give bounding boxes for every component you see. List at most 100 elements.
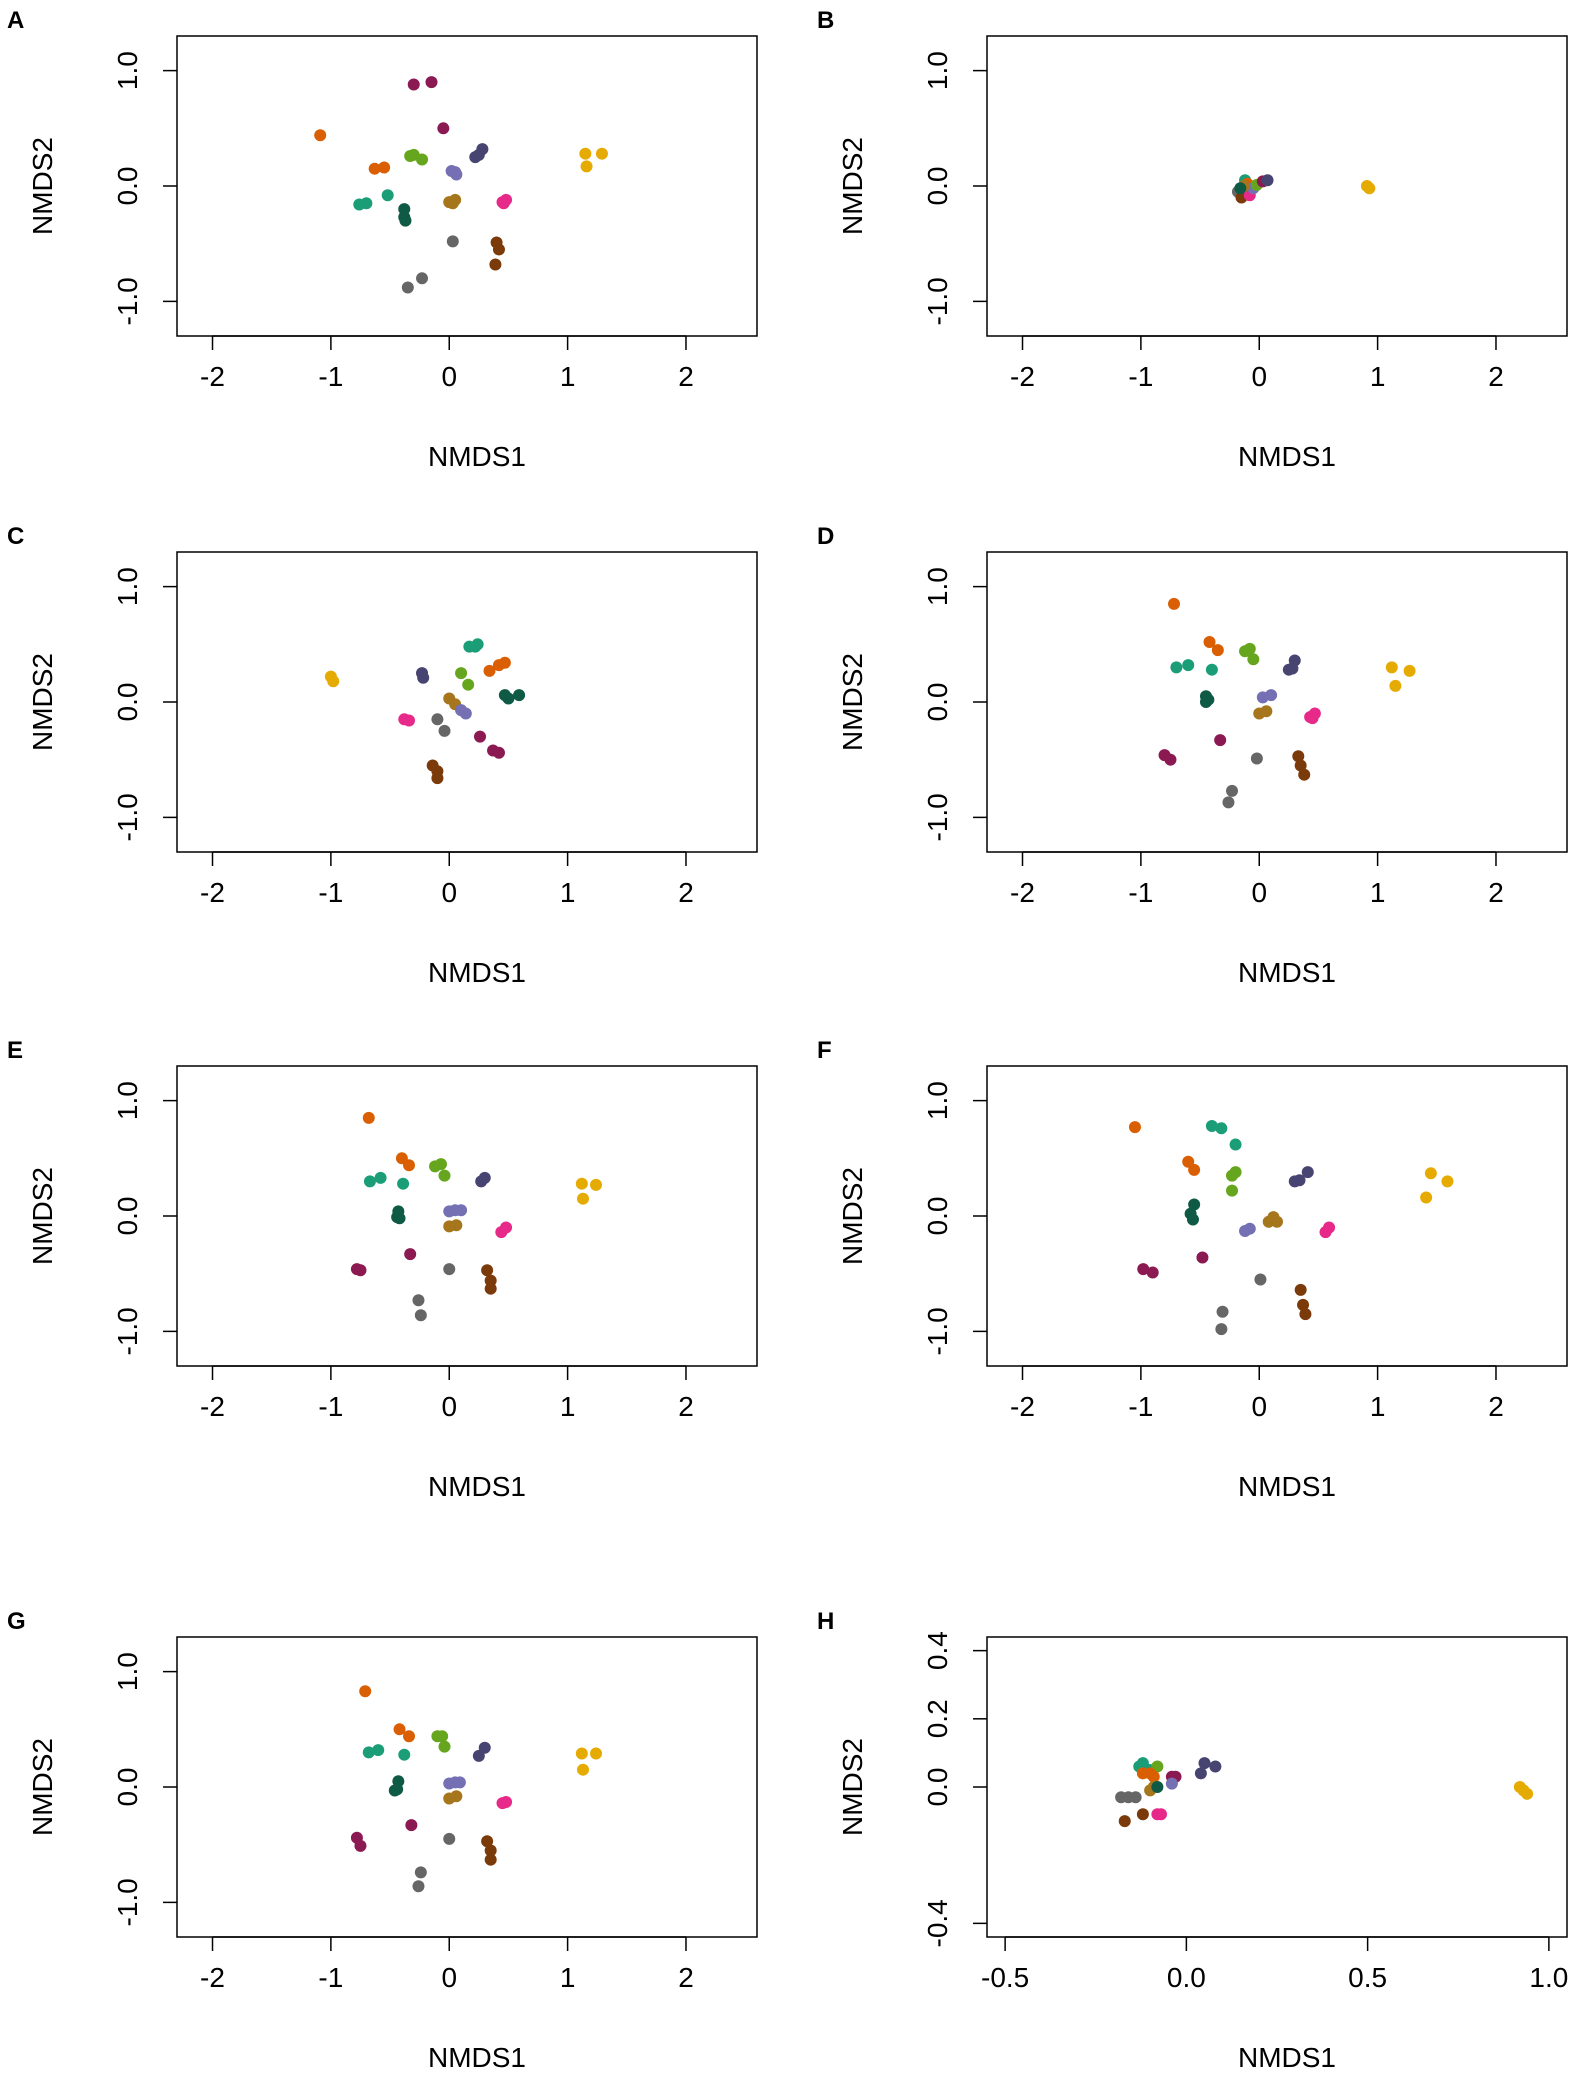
data-point bbox=[575, 1747, 588, 1760]
y-tick-label: 1.0 bbox=[112, 51, 143, 90]
y-tick-label: 0.0 bbox=[922, 167, 953, 206]
panel-a: A -2 -1 0 1 2 -1.0 0.0 1.0 NMDS1 NMDS2 bbox=[7, 7, 758, 472]
data-point bbox=[462, 678, 475, 691]
y-axis-title: NMDS2 bbox=[27, 1738, 58, 1836]
data-point bbox=[580, 160, 593, 173]
data-point bbox=[483, 664, 496, 677]
data-point bbox=[399, 214, 412, 227]
points-a bbox=[314, 76, 608, 294]
data-point bbox=[1215, 1122, 1228, 1135]
y-tick-label: 1.0 bbox=[112, 1081, 143, 1120]
data-point bbox=[1403, 664, 1416, 677]
data-point bbox=[1229, 1138, 1242, 1151]
x-tick-label: 1 bbox=[560, 361, 576, 392]
x-tick-label: 0 bbox=[1251, 361, 1267, 392]
x-tick-label: -2 bbox=[200, 1962, 225, 1993]
data-point bbox=[484, 1853, 497, 1866]
data-point bbox=[502, 692, 515, 705]
y-axis-title: NMDS2 bbox=[27, 653, 58, 751]
data-point bbox=[1260, 705, 1273, 718]
data-point bbox=[478, 1741, 491, 1754]
y-tick-label: 0.0 bbox=[922, 1768, 953, 1807]
y-tick-label: 0.2 bbox=[922, 1699, 953, 1738]
data-point bbox=[397, 1177, 410, 1190]
data-point bbox=[590, 1747, 603, 1760]
data-point bbox=[1146, 1266, 1159, 1279]
x-axis-title: NMDS1 bbox=[428, 1471, 526, 1502]
plot-frame bbox=[176, 551, 758, 853]
data-point bbox=[412, 1294, 425, 1307]
panel-letter-c: C bbox=[7, 523, 24, 550]
data-point bbox=[436, 1730, 449, 1743]
x-tick-label: 2 bbox=[1488, 1391, 1504, 1422]
data-point bbox=[417, 671, 430, 684]
data-point bbox=[1129, 1791, 1142, 1804]
data-point bbox=[1155, 1808, 1167, 1821]
data-point bbox=[1517, 1784, 1530, 1797]
data-point bbox=[381, 189, 394, 202]
data-point bbox=[459, 707, 472, 720]
y-tick-label: 0.0 bbox=[112, 1197, 143, 1236]
data-point bbox=[1137, 1263, 1150, 1276]
data-point bbox=[1205, 1120, 1218, 1132]
data-point bbox=[1243, 1222, 1256, 1235]
x-tick-label: 2 bbox=[1488, 877, 1504, 908]
data-point bbox=[431, 772, 444, 785]
data-point bbox=[577, 1192, 589, 1205]
data-point bbox=[1214, 734, 1227, 747]
data-point bbox=[368, 162, 381, 175]
y-tick-label: 0.4 bbox=[922, 1631, 953, 1670]
y-tick-label: -1.0 bbox=[112, 793, 143, 841]
data-point bbox=[577, 1763, 589, 1776]
x-tick-label: -2 bbox=[200, 361, 225, 392]
panel-e: E -2 -1 0 1 2 -1.0 0.0 1.0 NMDS1 NMDS2 bbox=[7, 1037, 758, 1502]
data-point bbox=[1222, 796, 1235, 809]
data-point bbox=[1247, 653, 1260, 666]
data-point bbox=[354, 1264, 367, 1277]
x-tick-label: 1 bbox=[1370, 361, 1386, 392]
data-point bbox=[481, 1264, 494, 1277]
data-point bbox=[1203, 636, 1216, 648]
x-tick-label: 1 bbox=[1370, 1391, 1386, 1422]
y-axis-title: NMDS2 bbox=[837, 1738, 868, 1836]
x-axis-title: NMDS1 bbox=[1238, 957, 1336, 988]
points-d bbox=[1158, 597, 1416, 809]
y-tick-label: 0.0 bbox=[112, 167, 143, 206]
data-point bbox=[590, 1178, 603, 1191]
y-axis-title: NMDS2 bbox=[27, 1167, 58, 1265]
panel-c: C -2 -1 0 1 2 -1.0 0.0 1.0 NMDS1 NMDS2 bbox=[7, 523, 758, 988]
y-axis-title: NMDS2 bbox=[837, 653, 868, 751]
x-axis-title: NMDS1 bbox=[1238, 441, 1336, 472]
data-point bbox=[362, 1111, 375, 1124]
data-point bbox=[1385, 661, 1398, 674]
data-point bbox=[450, 1219, 463, 1232]
x-tick-label: -2 bbox=[200, 1391, 225, 1422]
x-tick-label: 0.5 bbox=[1348, 1962, 1387, 1993]
y-tick-label: -1.0 bbox=[112, 277, 143, 325]
data-point bbox=[327, 675, 340, 688]
data-point bbox=[484, 1282, 497, 1295]
y-tick-label: 1.0 bbox=[112, 567, 143, 606]
y-tick-label: 0.0 bbox=[112, 683, 143, 722]
x-tick-label: 1 bbox=[560, 1391, 576, 1422]
data-point bbox=[1118, 1815, 1131, 1828]
x-tick-label: 0.0 bbox=[1167, 1962, 1206, 1993]
data-point bbox=[478, 1171, 491, 1184]
points-e bbox=[350, 1111, 603, 1322]
data-point bbox=[405, 1819, 418, 1832]
data-point bbox=[1297, 1298, 1310, 1311]
data-point bbox=[1420, 1191, 1433, 1204]
x-tick-label: 1 bbox=[560, 1962, 576, 1993]
data-point bbox=[1188, 1163, 1201, 1176]
data-point bbox=[1389, 679, 1402, 692]
y-tick-label: -1.0 bbox=[922, 1307, 953, 1355]
data-point bbox=[497, 197, 510, 210]
data-point bbox=[407, 78, 420, 91]
y-tick-label: 1.0 bbox=[112, 1652, 143, 1691]
x-tick-label: -1 bbox=[318, 1391, 343, 1422]
data-point bbox=[1299, 1308, 1312, 1321]
panel-d: D -2 -1 0 1 2 -1.0 0.0 1.0 NMDS1 NMDS2 bbox=[817, 523, 1568, 988]
x-tick-label: -0.5 bbox=[981, 1962, 1029, 1993]
panel-letter-f: F bbox=[817, 1037, 832, 1064]
data-point bbox=[414, 1309, 427, 1322]
